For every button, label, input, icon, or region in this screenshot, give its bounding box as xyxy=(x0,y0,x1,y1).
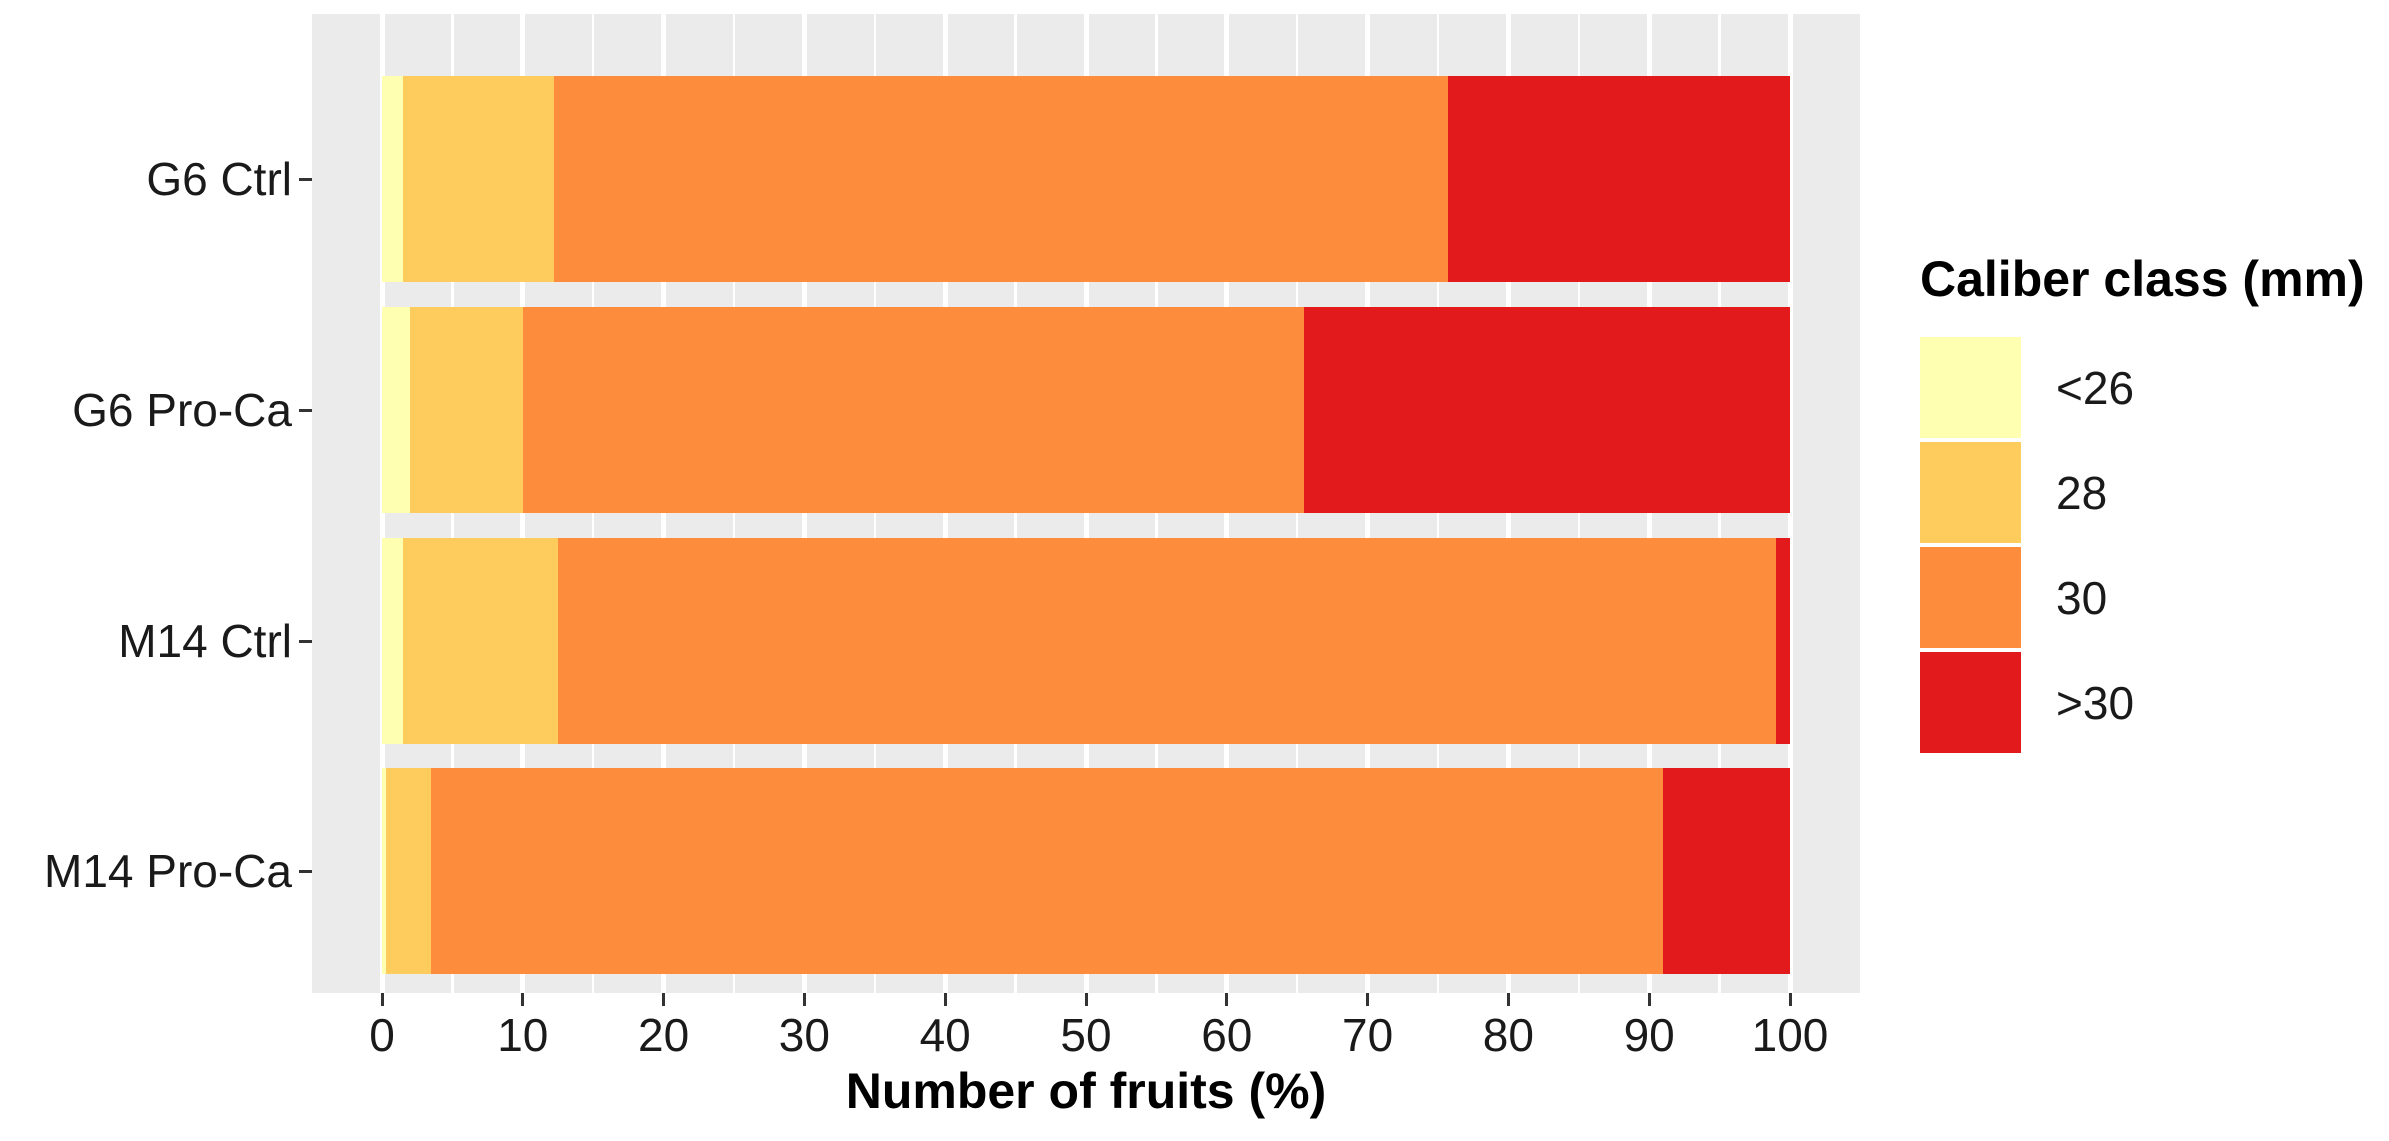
y-tick-label: G6 Pro-Ca xyxy=(72,384,292,436)
bar-segment-28 xyxy=(386,768,432,974)
legend-item: 28 xyxy=(1920,441,2380,544)
gridline-major xyxy=(1787,14,1793,993)
x-tick-label: 90 xyxy=(1623,1009,1675,1061)
bar-row-m14-ctrl xyxy=(382,538,1790,744)
x-tick-label: 40 xyxy=(919,1009,971,1061)
legend-label: >30 xyxy=(2056,676,2135,729)
y-tick-label: G6 Ctrl xyxy=(146,153,292,205)
x-tick-label: 60 xyxy=(1201,1009,1253,1061)
x-tick xyxy=(802,993,806,1006)
x-tick-label: 0 xyxy=(369,1009,395,1061)
bar-segment-28 xyxy=(403,76,554,282)
x-axis-title: Number of fruits (%) xyxy=(845,1063,1327,1119)
x-tick-label: 100 xyxy=(1751,1009,1829,1061)
bar-segment-30 xyxy=(522,307,1305,513)
y-tick xyxy=(299,639,312,643)
legend-key-swatch xyxy=(1920,652,2021,753)
x-tick xyxy=(662,993,666,1006)
bar-row-m14-pro-ca xyxy=(382,768,1790,974)
bar-segment-26 xyxy=(382,76,404,282)
legend-key-swatch xyxy=(1920,337,2021,438)
bar-segment-26 xyxy=(382,538,404,744)
bar-segment-26 xyxy=(382,768,387,974)
bar-row-g6-pro-ca xyxy=(382,307,1790,513)
x-tick xyxy=(1788,993,1792,1006)
y-tick xyxy=(299,869,312,873)
legend-items: <26 28 30 >30 xyxy=(1920,336,2380,754)
x-tick-label: 10 xyxy=(497,1009,549,1061)
x-tick xyxy=(943,993,947,1006)
bar-segment-28 xyxy=(403,538,558,744)
x-tick-label: 80 xyxy=(1482,1009,1534,1061)
bar-segment-30 xyxy=(1663,768,1790,974)
legend: Caliber class (mm) <26 28 30 >30 xyxy=(1920,250,2380,756)
legend-item: <26 xyxy=(1920,336,2380,439)
x-tick xyxy=(1084,993,1088,1006)
bar-segment-30 xyxy=(1447,76,1790,282)
x-tick-label: 20 xyxy=(638,1009,690,1061)
x-tick-label: 30 xyxy=(778,1009,830,1061)
legend-key-swatch xyxy=(1920,442,2021,543)
bar-segment-30 xyxy=(1775,538,1790,744)
x-tick-label: 70 xyxy=(1342,1009,1394,1061)
legend-key-swatch xyxy=(1920,547,2021,648)
legend-label: <26 xyxy=(2056,361,2135,414)
bar-segment-26 xyxy=(382,307,411,513)
x-tick xyxy=(1647,993,1651,1006)
bar-segment-30 xyxy=(431,768,1664,974)
x-tick-label: 50 xyxy=(1060,1009,1112,1061)
y-tick-label: M14 Pro-Ca xyxy=(44,845,292,897)
bar-row-g6-ctrl xyxy=(382,76,1790,282)
legend-label: 30 xyxy=(2056,571,2108,624)
legend-label: 28 xyxy=(2056,466,2108,519)
y-tick xyxy=(299,177,312,181)
bar-segment-30 xyxy=(1304,307,1790,513)
legend-title: Caliber class (mm) xyxy=(1920,251,2365,307)
x-tick xyxy=(1506,993,1510,1006)
legend-item: >30 xyxy=(1920,651,2380,754)
bar-segment-30 xyxy=(553,76,1448,282)
x-tick xyxy=(521,993,525,1006)
x-tick xyxy=(1225,993,1229,1006)
x-tick xyxy=(380,993,384,1006)
legend-item: 30 xyxy=(1920,546,2380,649)
bar-segment-28 xyxy=(410,307,523,513)
y-tick xyxy=(299,408,312,412)
bar-segment-30 xyxy=(557,538,1776,744)
y-tick-label: M14 Ctrl xyxy=(118,615,292,667)
x-tick xyxy=(1366,993,1370,1006)
